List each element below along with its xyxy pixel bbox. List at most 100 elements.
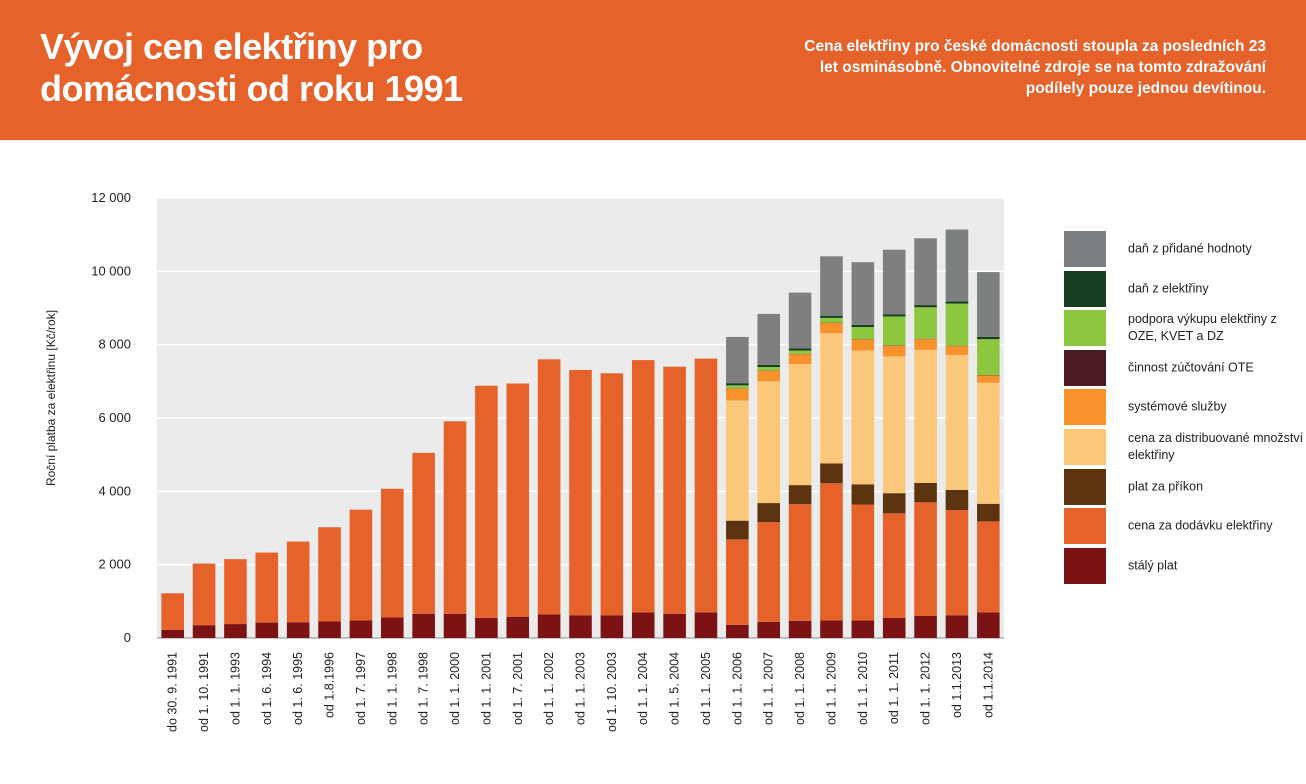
x-tick-label: od 1. 1. 2001	[479, 652, 493, 725]
bar-segment	[224, 624, 247, 638]
bar-segment	[977, 375, 1000, 383]
legend-swatch	[1064, 310, 1106, 347]
x-tick-label: od 1. 1. 2007	[762, 652, 776, 725]
bar-segment	[726, 385, 749, 389]
bar-segment	[757, 381, 781, 504]
bar-segment	[286, 622, 310, 638]
bar-segment	[663, 613, 686, 638]
bar-segment	[851, 504, 875, 621]
legend-item: podpora výkupu elektřiny z OZE, KVET a D…	[1064, 310, 1304, 347]
bar-segment	[882, 316, 906, 346]
bar-segment	[977, 336, 1000, 340]
y-tick-label: 6 000	[98, 410, 131, 425]
legend-swatch	[1064, 547, 1106, 584]
legend-label: plat za příkon	[1128, 479, 1204, 494]
bar-segment	[882, 513, 906, 618]
x-tick-label: od 1. 7. 1997	[354, 652, 368, 725]
x-tick-label: od 1. 1. 1998	[385, 652, 399, 725]
bar-segment	[820, 256, 843, 316]
bar-segment	[788, 485, 812, 505]
bar-segment	[945, 301, 969, 304]
bar-segment	[882, 356, 906, 494]
bar-segment	[914, 339, 937, 350]
legend-label: cena za dodávku elektřiny	[1128, 518, 1273, 533]
legend-swatch	[1064, 508, 1106, 545]
bar-segment	[475, 385, 498, 618]
bar-segment	[851, 620, 875, 638]
y-tick-label: 8 000	[98, 337, 131, 352]
x-tick-label: od 1. 1. 2012	[919, 652, 933, 725]
bar-segment	[945, 489, 969, 511]
bar-segment	[600, 615, 624, 638]
x-tick-label: od 1. 6. 1994	[260, 652, 274, 725]
bar-segment	[694, 612, 718, 638]
bar-segment	[820, 620, 843, 638]
bar-segment	[820, 463, 843, 484]
y-tick-label: 10 000	[91, 263, 131, 278]
legend-label: činnost zúčtování OTE	[1128, 360, 1254, 375]
bar-segment	[788, 364, 812, 486]
bar-segment	[851, 350, 875, 485]
bar-segment	[726, 520, 749, 540]
bar-segment	[977, 503, 1000, 522]
bar-segment	[757, 364, 781, 368]
x-tick-label: od 1.8.1996	[323, 652, 337, 718]
bar-segment	[820, 333, 843, 464]
bar-segment	[726, 388, 749, 401]
bar-segment	[569, 615, 592, 638]
legend-item: cena za distribuované množství elektřiny	[1064, 429, 1304, 465]
bar-segment	[851, 339, 875, 351]
bar-segment	[506, 616, 530, 638]
legend-label: daň z přidané hodnoty	[1128, 241, 1252, 256]
bar-segment	[788, 620, 812, 638]
bar-segment	[788, 504, 812, 621]
x-tick-label: od 1. 1. 2004	[636, 652, 650, 725]
bar-segment	[757, 370, 781, 382]
x-tick-label: od 1. 1. 2000	[448, 652, 462, 725]
bar-segment	[726, 539, 749, 625]
bar-segment	[851, 327, 875, 340]
legend-label: podpora výkupu elektřiny z OZE, KVET a D…	[1128, 312, 1277, 344]
bar-segment	[475, 617, 498, 638]
bar-segment	[443, 421, 467, 614]
bar-segment	[380, 488, 404, 618]
bar-segment	[224, 559, 247, 625]
x-tick-label: od 1.1.2013	[950, 652, 964, 718]
bar-segment	[945, 354, 969, 490]
page-title: Vývoj cen elektřiny pro domácnosti od ro…	[40, 26, 463, 109]
bar-segment	[726, 336, 749, 384]
legend-label: stálý plat	[1128, 558, 1178, 573]
bar-segment	[788, 350, 812, 354]
bar-segment	[788, 292, 812, 349]
bar-segment	[914, 238, 937, 306]
legend-label: systémové služby	[1128, 399, 1227, 414]
legend-item: plat za příkon	[1064, 468, 1304, 505]
legend-swatch	[1064, 468, 1106, 505]
legend-label: cena za distribuované množství elektřiny	[1128, 431, 1304, 462]
legend-swatch	[1064, 349, 1106, 386]
bar-segment	[882, 493, 906, 514]
x-tick-label: od 1. 1. 2010	[856, 652, 870, 725]
bar-segment	[161, 593, 184, 630]
bar-segment	[192, 625, 216, 638]
bar-segment	[757, 621, 781, 638]
bar-segment	[506, 383, 530, 617]
header-banner: Vývoj cen elektřiny pro domácnosti od ro…	[0, 0, 1306, 140]
bar-segment	[851, 324, 875, 328]
bar-segment	[569, 369, 592, 616]
legend-item: cena za dodávku elektřiny	[1064, 508, 1304, 545]
legend-item: činnost zúčtování OTE	[1064, 349, 1304, 386]
bar-segment	[977, 521, 1000, 613]
bar-segment	[161, 629, 184, 638]
bar-segment	[914, 482, 937, 503]
bar-segment	[255, 622, 279, 638]
x-tick-label: od 1. 1. 2011	[887, 652, 901, 724]
bar-segment	[631, 360, 655, 613]
y-tick-label: 0	[124, 630, 131, 645]
legend-item: daň z elektřiny	[1064, 270, 1304, 307]
x-tick-label: od 1. 1. 2002	[542, 652, 556, 725]
bar-segment	[977, 272, 1000, 337]
x-tick-label: od 1. 1. 2005	[699, 652, 713, 725]
bar-segment	[820, 317, 843, 323]
